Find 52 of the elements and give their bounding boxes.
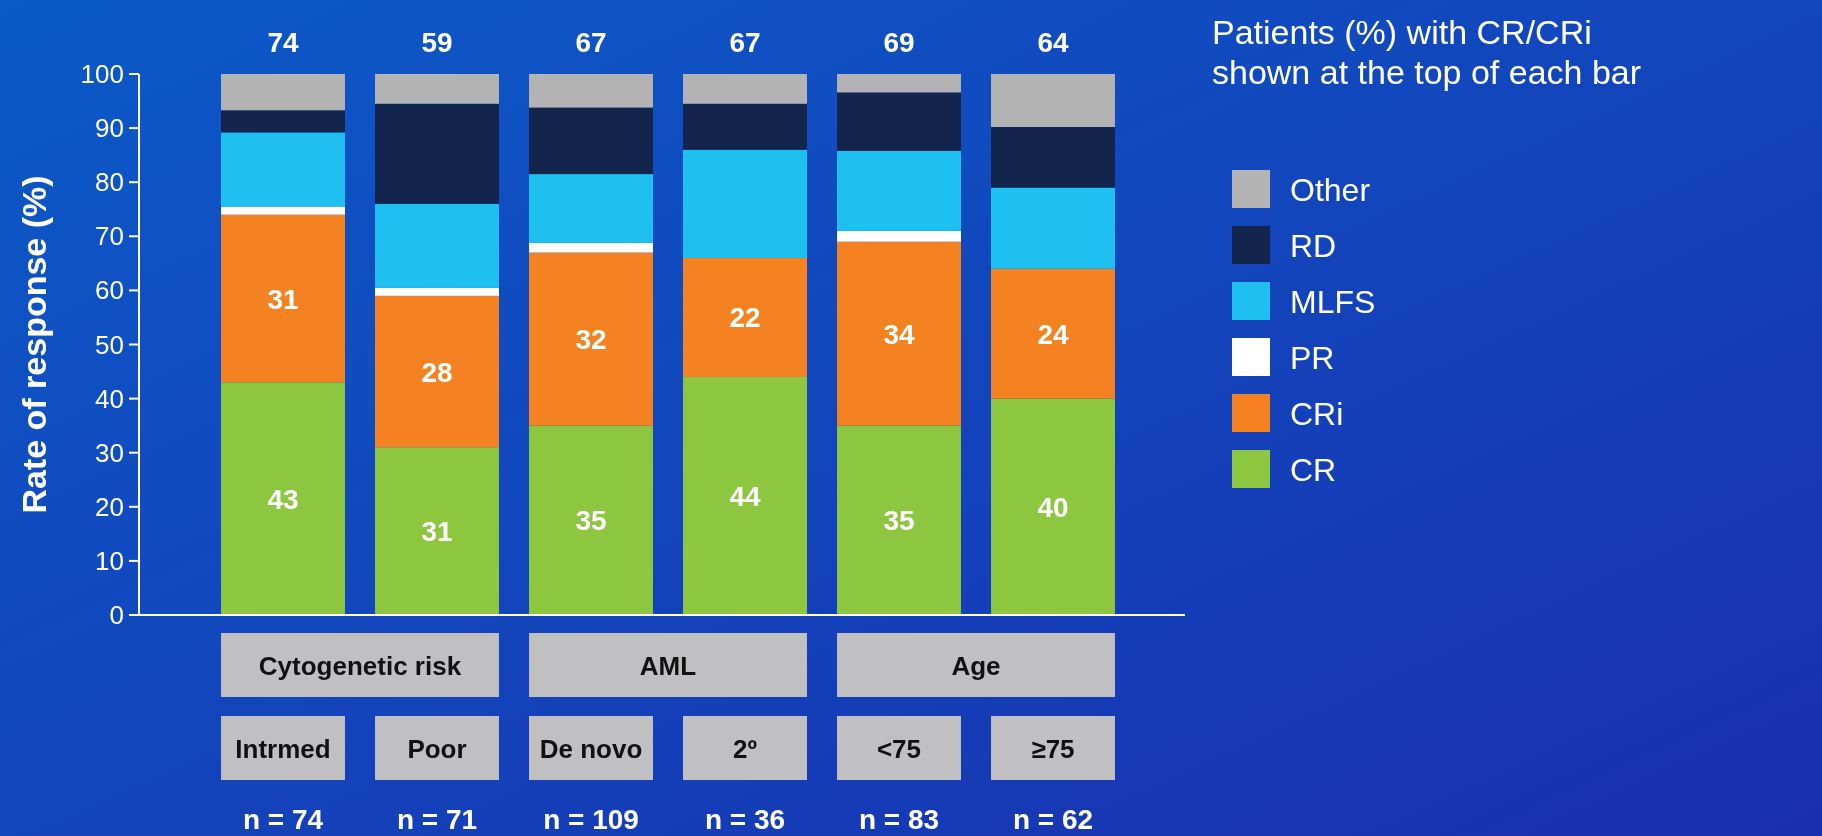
data-label: 24 [1037,318,1069,350]
data-label: 43 [267,483,299,515]
data-label: 22 [729,302,761,334]
data-label: 40 [1037,491,1069,523]
text: n = 62 [1012,804,1094,835]
x-tick-label: ≥75 [1031,734,1075,764]
text: 59 [421,27,453,58]
data-label: 35 [883,505,915,537]
text: n = 71 [396,804,478,835]
data-label: 35 [575,505,607,537]
y-axis-title: Rate of response (%) [15,175,53,514]
y-tick-label: 0 [109,600,124,630]
y-tick-label: 40 [95,383,124,414]
legend-label: CR [1290,452,1337,488]
text: n = 36 [704,804,786,835]
text: 74 [267,27,299,58]
data-label: 28 [421,356,453,388]
legend-label: RD [1290,228,1337,264]
text: n = 83 [858,804,940,835]
legend-label: CRi [1290,396,1344,432]
y-tick-label: 70 [95,221,124,252]
text: Patients (%) with CR/CRi shown at the top of each bar [1212,13,1642,91]
y-tick-label: 100 [80,59,124,89]
text: 67 [729,27,761,58]
data-label: 44 [729,480,761,512]
y-tick-label: 60 [95,275,124,306]
x-tick-label: Intrmed [235,734,331,764]
x-tick-label: 2º [733,734,758,764]
data-label: 34 [883,318,915,350]
text: AML [639,651,697,681]
x-tick-label: <75 [876,734,922,764]
text: Age [951,651,1001,681]
text: 67 [575,27,607,58]
data-label: 31 [421,516,453,548]
legend-label: Other [1290,172,1371,208]
legend-label: PR [1290,340,1335,376]
y-tick-label: 90 [95,113,124,144]
text: n = 109 [543,804,639,835]
y-tick-label: 20 [95,491,124,522]
y-tick-label: 80 [95,167,124,198]
text: 64 [1037,27,1069,58]
data-label: 31 [267,283,299,315]
y-tick-label: 30 [95,437,124,468]
legend-label: MLFS [1290,284,1376,320]
text: n = 74 [242,804,324,835]
data-label: 32 [575,324,607,356]
text: Cytogenetic risk [258,651,462,681]
x-tick-label: De novo [539,734,643,764]
x-tick-label: Poor [407,734,467,764]
text: 69 [883,27,915,58]
y-tick-label: 50 [95,329,124,360]
y-tick-label: 10 [95,545,124,576]
